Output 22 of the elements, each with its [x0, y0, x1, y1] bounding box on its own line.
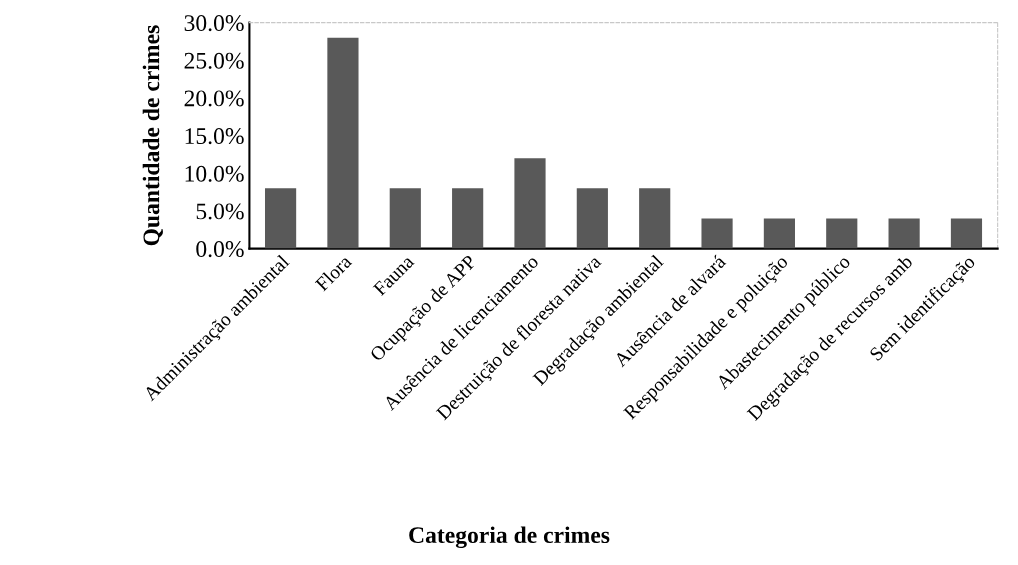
- bar: [639, 188, 671, 249]
- x-axis-title: Categoria de crimes: [409, 526, 610, 549]
- bar: [576, 188, 608, 249]
- bar: [888, 218, 920, 249]
- x-tick-label: Flora: [314, 253, 353, 292]
- y-tick-label: 0.0%: [196, 241, 244, 258]
- bar: [763, 218, 795, 249]
- y-tick-label: 30.0%: [184, 15, 244, 32]
- y-tick-label: 20.0%: [184, 90, 244, 107]
- bar: [701, 218, 733, 249]
- bar: [950, 218, 983, 249]
- bar: [389, 188, 421, 249]
- bar: [514, 158, 546, 249]
- bar: [826, 218, 858, 249]
- y-tick-label: 5.0%: [196, 203, 244, 220]
- bar: [327, 37, 359, 249]
- y-tick-label: 25.0%: [184, 52, 244, 69]
- bar: [265, 188, 297, 249]
- y-axis-title: Quantidade de crimes: [142, 25, 163, 246]
- bar: [452, 188, 484, 249]
- y-tick-label: 15.0%: [185, 128, 244, 145]
- y-tick-label: 10.0%: [185, 165, 244, 182]
